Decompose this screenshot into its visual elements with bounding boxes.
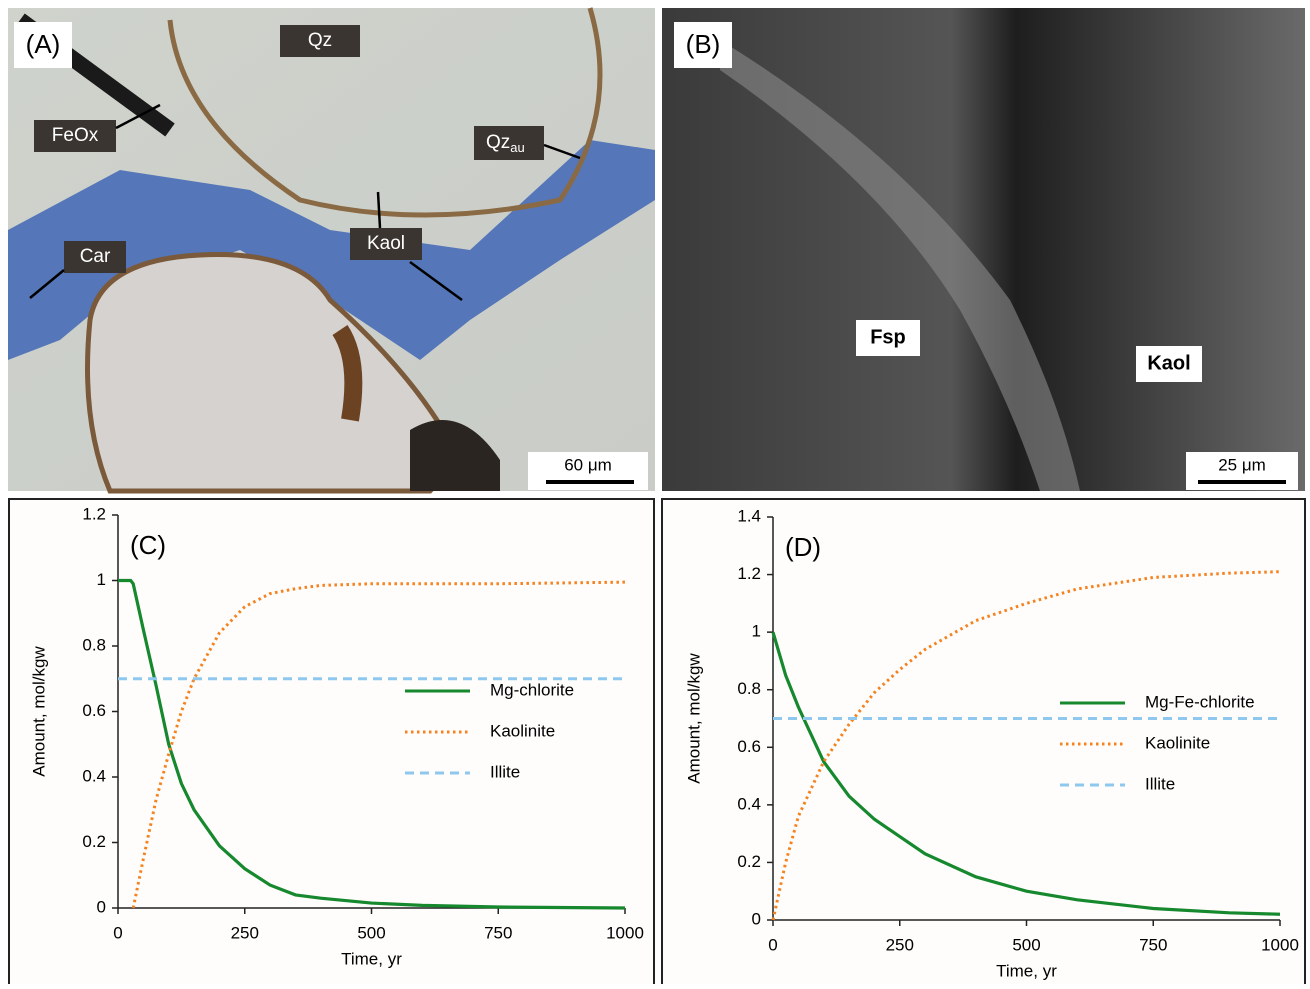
annotation: Kaol bbox=[367, 233, 405, 254]
panel-label: (D) bbox=[785, 532, 821, 562]
y-tick-label: 0 bbox=[752, 909, 761, 928]
x-tick-label: 0 bbox=[113, 923, 122, 942]
annotation-subscript: au bbox=[510, 140, 524, 155]
y-tick-label: 1.2 bbox=[737, 564, 761, 583]
y-tick-label: 0.2 bbox=[737, 852, 761, 871]
legend-label: Mg-chlorite bbox=[490, 680, 574, 699]
x-tick-label: 1000 bbox=[1261, 935, 1299, 954]
x-tick-label: 1000 bbox=[606, 923, 644, 942]
scale-bar-label: 60 μm bbox=[564, 455, 612, 474]
panel-label: (C) bbox=[130, 530, 166, 560]
figure: Qz FeOx Qzau Kaol Car (A) 60 μm Fsp Kaol… bbox=[0, 0, 1310, 984]
y-tick-label: 1.2 bbox=[82, 504, 106, 523]
annotation: Qz bbox=[308, 30, 332, 51]
y-tick-label: 0 bbox=[97, 897, 106, 916]
x-tick-label: 500 bbox=[357, 923, 385, 942]
legend-label: Mg-Fe-chlorite bbox=[1145, 692, 1255, 711]
legend-label: Kaolinite bbox=[1145, 733, 1210, 752]
x-axis-title: Time, yr bbox=[341, 949, 402, 968]
x-tick-label: 250 bbox=[886, 935, 914, 954]
annotation: Kaol bbox=[1147, 352, 1190, 374]
annotation: FeOx bbox=[52, 125, 99, 146]
x-tick-label: 250 bbox=[231, 923, 259, 942]
y-tick-label: 0.2 bbox=[82, 832, 106, 851]
annotation-text: Qz bbox=[486, 132, 510, 153]
y-tick-label: 0.6 bbox=[82, 701, 106, 720]
legend-label: Illite bbox=[490, 762, 520, 781]
legend-label: Kaolinite bbox=[490, 721, 555, 740]
y-axis-title: Amount, mol/kgw bbox=[684, 653, 703, 784]
y-tick-label: 0.4 bbox=[82, 766, 106, 785]
photo-b: Fsp Kaol (B) 25 μm bbox=[662, 8, 1305, 491]
annotation: Fsp bbox=[870, 326, 906, 348]
y-tick-label: 0.8 bbox=[737, 679, 761, 698]
x-tick-label: 0 bbox=[768, 935, 777, 954]
y-tick-label: 1 bbox=[97, 570, 106, 589]
panel-label: (B) bbox=[686, 29, 721, 59]
x-tick-label: 500 bbox=[1012, 935, 1040, 954]
y-tick-label: 1.4 bbox=[737, 506, 761, 525]
legend-label: Illite bbox=[1145, 774, 1175, 793]
x-tick-label: 750 bbox=[484, 923, 512, 942]
y-tick-label: 0.6 bbox=[737, 737, 761, 756]
x-axis-title: Time, yr bbox=[996, 961, 1057, 980]
scale-bar-label: 25 μm bbox=[1218, 455, 1266, 474]
photo-a: Qz FeOx Qzau Kaol Car (A) 60 μm bbox=[8, 8, 655, 491]
x-tick-label: 750 bbox=[1139, 935, 1167, 954]
y-tick-label: 0.4 bbox=[737, 794, 761, 813]
panel-label: (A) bbox=[26, 29, 61, 59]
y-axis-title: Amount, mol/kgw bbox=[29, 646, 48, 777]
annotation: Car bbox=[80, 246, 111, 267]
y-tick-label: 0.8 bbox=[82, 635, 106, 654]
y-tick-label: 1 bbox=[752, 622, 761, 641]
